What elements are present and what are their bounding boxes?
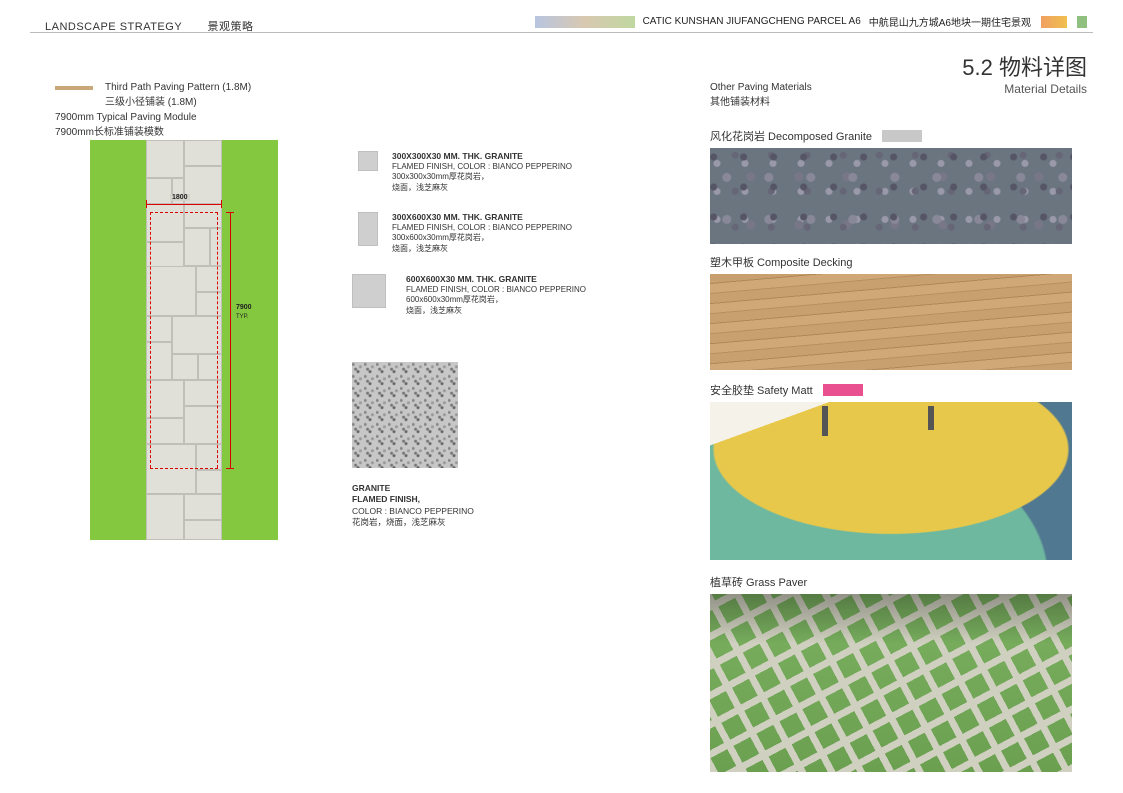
header-divider — [30, 32, 1093, 33]
module-title-cn: 7900mm长标准铺装模数 — [55, 123, 197, 138]
material-chip — [882, 130, 922, 142]
other-heading-cn: 其他铺装材料 — [710, 93, 812, 108]
material-image-granite — [710, 148, 1072, 244]
dim-module-box — [150, 212, 218, 468]
material-safety-matt: 安全胶垫 Safety Matt — [710, 382, 1072, 560]
granite-sample-swatch — [352, 362, 458, 468]
header-gradient-b — [1041, 16, 1067, 28]
material-label: 植草砖 Grass Paver — [710, 574, 807, 590]
module-title: 7900mm Typical Paving Module 7900mm长标准铺装… — [55, 112, 197, 138]
spec-text-300: 300X300X30 MM. THK. GRANITE FLAMED FINIS… — [392, 151, 572, 193]
other-materials-heading: Other Paving Materials 其他铺装材料 — [710, 82, 812, 108]
granite-sample-spec: GRANITE FLAMED FINISH, COLOR : BIANCO PE… — [352, 483, 474, 529]
material-decomposed-granite: 风化花岗岩 Decomposed Granite — [710, 128, 1072, 244]
header-gradient-a — [535, 16, 635, 28]
header-right-en: CATIC KUNSHAN JIUFANGCHENG PARCEL A6 — [643, 16, 861, 27]
dim-height-label: 7900 — [234, 304, 254, 311]
material-label: 安全胶垫 Safety Matt — [710, 382, 813, 398]
header-right: CATIC KUNSHAN JIUFANGCHENG PARCEL A6 中航昆… — [535, 14, 1087, 29]
dim-width-label: 1800 — [170, 194, 190, 201]
path-strip: 1800 — [146, 140, 222, 540]
spec-row-300x600: 300X600X30 MM. THK. GRANITE FLAMED FINIS… — [358, 212, 572, 254]
material-image-decking — [710, 274, 1072, 370]
material-grass-paver: 植草砖 Grass Paver — [710, 574, 1072, 772]
material-composite-decking: 塑木甲板 Composite Decking — [710, 254, 1072, 370]
path-title: Third Path Paving Pattern (1.8M) 三级小径铺装 … — [55, 82, 251, 108]
swatch-300x600 — [358, 212, 378, 246]
swatch-600 — [352, 274, 386, 308]
spec-row-600: 600X600X30 MM. THK. GRANITE FLAMED FINIS… — [352, 274, 586, 316]
material-label: 风化花岗岩 Decomposed Granite — [710, 128, 872, 144]
section-heading: 5.2 物料详图 Material Details — [962, 50, 1087, 96]
module-title-en: 7900mm Typical Paving Module — [55, 112, 197, 123]
spec-text-300x600: 300X600X30 MM. THK. GRANITE FLAMED FINIS… — [392, 212, 572, 254]
material-label: 塑木甲板 Composite Decking — [710, 254, 852, 270]
header-right-cn: 中航昆山九方城A6地块一期住宅景观 — [869, 14, 1031, 29]
other-heading-en: Other Paving Materials — [710, 82, 812, 93]
swatch-300 — [358, 151, 378, 171]
material-chip — [823, 384, 863, 396]
dim-width-line — [146, 204, 222, 205]
path-title-en: Third Path Paving Pattern (1.8M) — [105, 82, 251, 93]
dim-height-line — [230, 212, 231, 468]
spec-row-300: 300X300X30 MM. THK. GRANITE FLAMED FINIS… — [358, 151, 572, 193]
dim-typ-label: TYP. — [234, 314, 251, 320]
paving-diagram: 1800 7900 TYP. — [90, 140, 278, 540]
path-title-cn: 三级小径铺装 (1.8M) — [105, 93, 251, 108]
section-number: 5.2 物料详图 — [962, 50, 1087, 82]
material-image-grass — [710, 594, 1072, 772]
header-gradient-c — [1077, 16, 1087, 28]
section-subtitle: Material Details — [962, 82, 1087, 96]
material-image-safety — [710, 402, 1072, 560]
spec-text-600: 600X600X30 MM. THK. GRANITE FLAMED FINIS… — [406, 274, 586, 316]
